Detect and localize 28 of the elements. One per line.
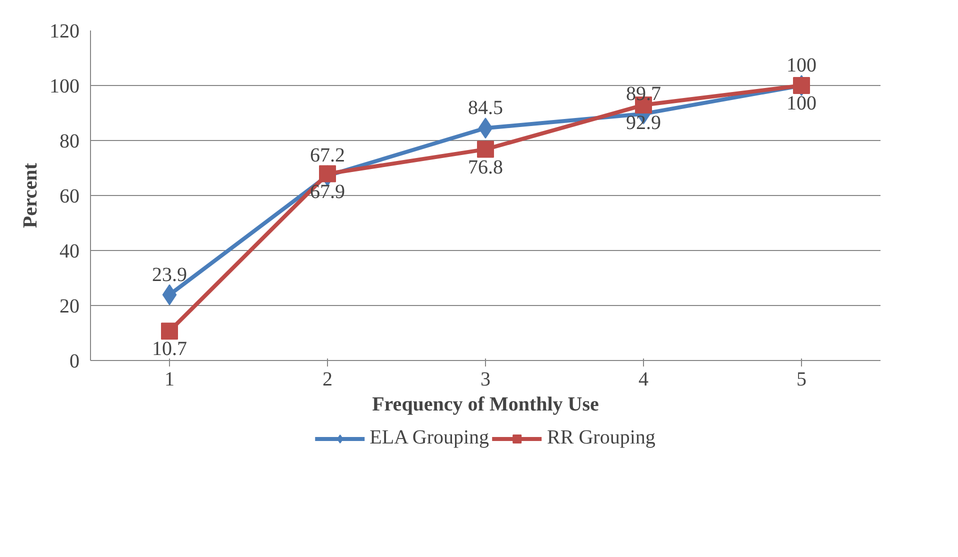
point xyxy=(477,140,494,158)
data-label: 76.8 xyxy=(468,156,503,178)
x-tick-label: 3 xyxy=(480,368,490,390)
x-tick-label: 1 xyxy=(164,368,174,390)
legend-label: ELA Grouping xyxy=(370,426,490,450)
y-tick-label: 60 xyxy=(60,186,80,208)
x-tick-label: 4 xyxy=(638,368,648,390)
x-tick-label: 2 xyxy=(322,368,332,390)
y-tick-label: 100 xyxy=(50,76,80,98)
data-label: 100 xyxy=(786,92,816,114)
y-tick-label: 80 xyxy=(60,130,80,152)
data-label: 67.2 xyxy=(310,144,345,167)
data-label: 100 xyxy=(786,54,816,76)
legend-label: RR Grouping xyxy=(547,426,656,450)
point xyxy=(161,322,178,340)
data-label: 89.7 xyxy=(626,82,661,105)
y-axis-title: Percent xyxy=(20,162,42,228)
y-tick-label: 20 xyxy=(60,296,80,318)
data-label: 92.9 xyxy=(626,112,661,134)
y-tick-label: 120 xyxy=(50,20,80,42)
data-label: 23.9 xyxy=(152,264,187,286)
y-tick-label: 0 xyxy=(70,350,80,372)
point xyxy=(319,165,336,182)
x-axis-title: Frequency of Monthly Use xyxy=(372,394,600,416)
data-label: 10.7 xyxy=(152,338,187,360)
x-tick-label: 5 xyxy=(796,368,806,390)
y-tick-label: 40 xyxy=(60,240,80,262)
data-label: 84.5 xyxy=(468,97,503,120)
